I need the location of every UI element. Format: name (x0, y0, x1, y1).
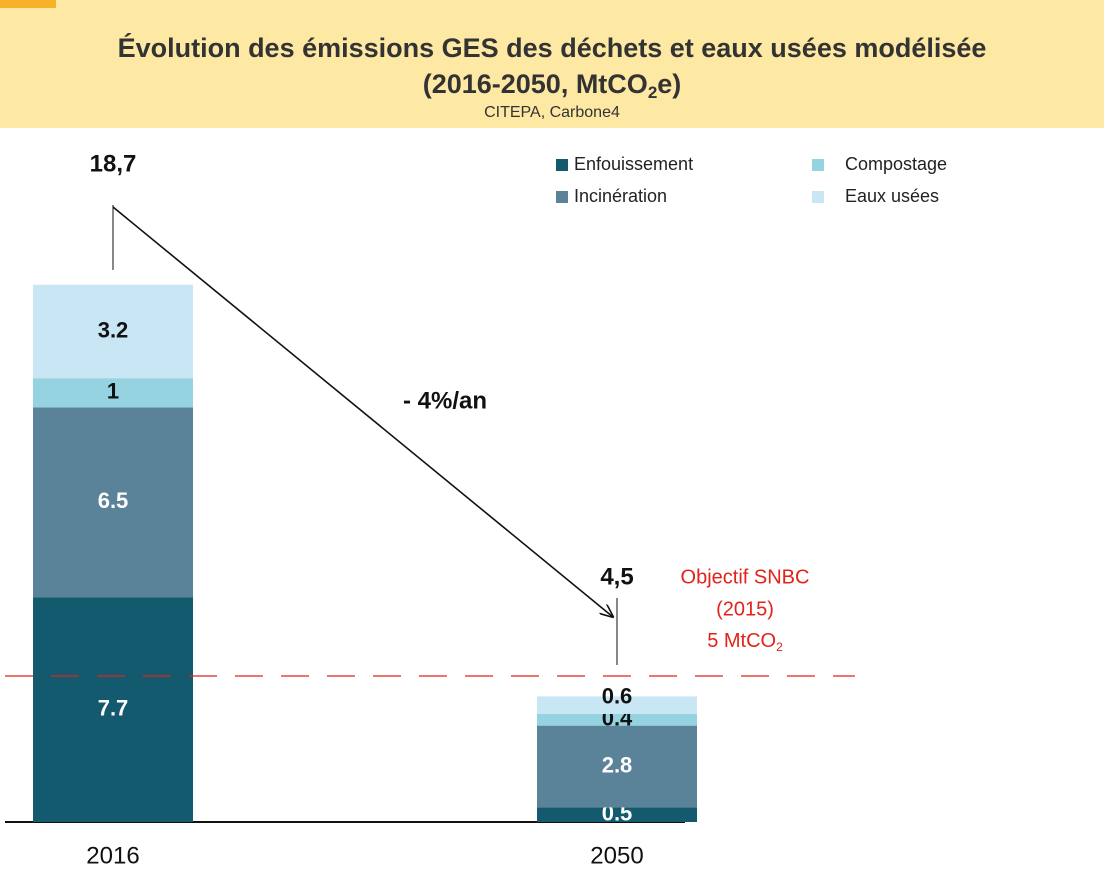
bar-segment (537, 713, 697, 726)
target-label: Objectif SNBC (681, 566, 810, 588)
target-label: 5 MtCO2 (707, 630, 783, 654)
data-label: 0.6 (602, 684, 633, 709)
bar-segment (33, 407, 193, 598)
legend-label: Enfouissement (574, 154, 693, 174)
bar-segment (33, 597, 193, 822)
title-part: (2016-2050, MtCO (423, 69, 648, 99)
legend-label: Incinération (574, 186, 667, 206)
data-label: 1 (107, 379, 119, 404)
data-label: 7.7 (98, 695, 129, 720)
header-band (0, 0, 1104, 128)
target-label-sub: 2 (776, 640, 783, 654)
legend-swatch (812, 191, 824, 203)
target-label-part: 5 MtCO (707, 630, 776, 652)
bar-segment (537, 725, 697, 808)
data-label: 6.5 (98, 488, 129, 513)
chart-title: (2016-2050, MtCO2e) (423, 69, 682, 102)
trend-label: - 4%/an (403, 387, 487, 414)
bar-segment (33, 284, 193, 379)
chart-title: Évolution des émissions GES des déchets … (118, 32, 987, 63)
x-tick-label: 2050 (590, 842, 643, 869)
data-label: 2.8 (602, 752, 633, 777)
target-label: (2015) (716, 598, 774, 620)
legend-swatch (812, 159, 824, 171)
total-label: 18,7 (90, 150, 137, 177)
title-sub: 2 (648, 83, 657, 102)
legend-label: Compostage (845, 154, 947, 174)
data-label: 3.2 (98, 317, 129, 342)
header-corner (0, 0, 56, 8)
bar-segment (33, 378, 193, 408)
total-label: 4,5 (600, 563, 633, 590)
legend-label: Eaux usées (845, 186, 939, 206)
legend-swatch (556, 159, 568, 171)
bar-segment (537, 696, 697, 714)
legend-swatch (556, 191, 568, 203)
x-tick-label: 2016 (86, 842, 139, 869)
trend-arrow (112, 206, 613, 617)
subtitle: CITEPA, Carbone4 (484, 104, 620, 121)
title-part: e) (657, 69, 681, 99)
bar-segment (537, 807, 697, 822)
